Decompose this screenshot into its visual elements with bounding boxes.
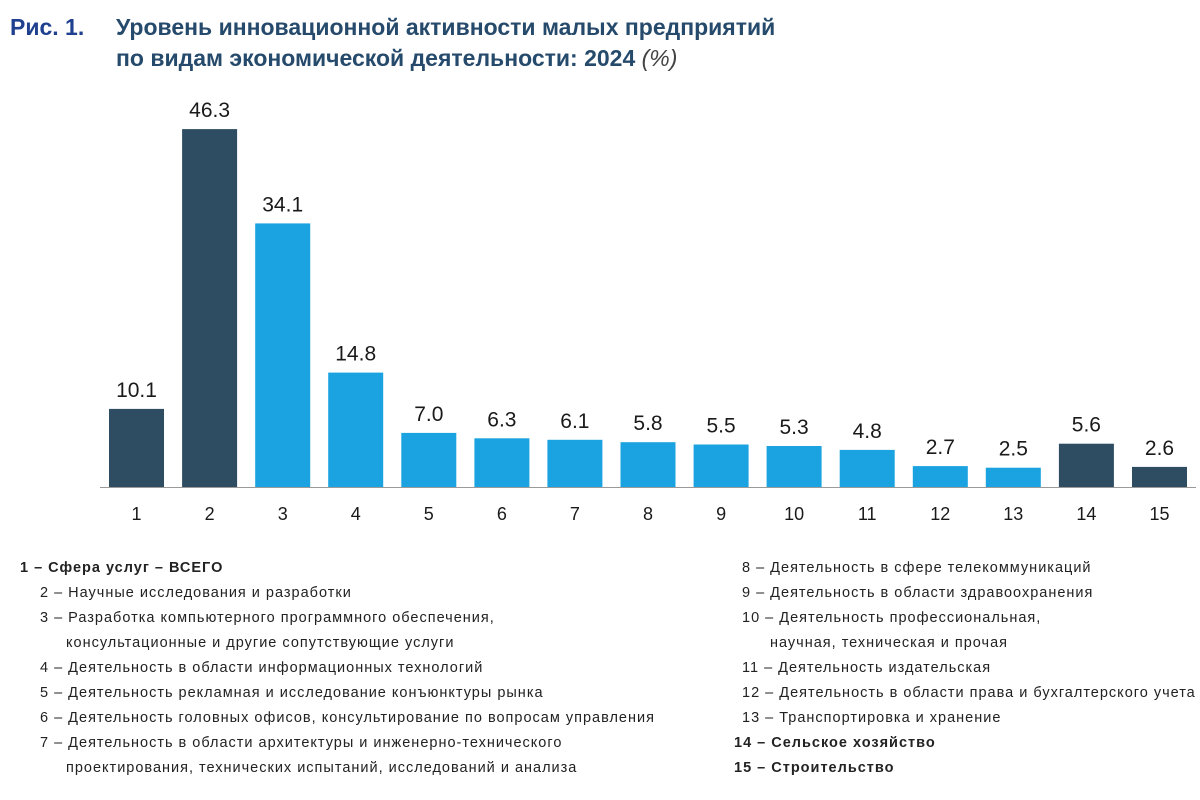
value-label-3: 34.1 (262, 193, 303, 216)
legend-item: 7 – Деятельность в области архитектуры и… (40, 735, 563, 751)
x-tick-label-13: 13 (1003, 504, 1023, 524)
legend-item: проектирования, технических испытаний, и… (66, 760, 578, 776)
x-tick-label-2: 2 (205, 504, 215, 524)
value-label-9: 5.5 (706, 415, 735, 438)
legend-right-column: 8 – Деятельность в сфере телекоммуникаци… (734, 556, 1196, 781)
x-tick-label-7: 7 (570, 504, 580, 524)
legend-item: 2 – Научные исследования и разработки (40, 585, 352, 601)
value-label-1: 10.1 (116, 379, 157, 402)
bar-11 (839, 449, 895, 487)
x-tick-label-15: 15 (1149, 504, 1169, 524)
bar-1 (109, 408, 164, 487)
x-tick-label-4: 4 (351, 504, 361, 524)
bar-10 (766, 446, 822, 487)
bar-4 (328, 372, 384, 487)
bar-14 (1058, 443, 1114, 487)
x-tick-label-14: 14 (1076, 504, 1096, 524)
bar-3 (255, 223, 311, 487)
legend-item: 5 – Деятельность рекламная и исследовани… (40, 685, 544, 701)
x-tick-label-8: 8 (643, 504, 653, 524)
title-line-2: по видам экономической деятельности: 202… (116, 45, 636, 71)
value-label-14: 5.6 (1072, 414, 1101, 437)
legend-item: 10 – Деятельность профессиональная, (742, 610, 1042, 626)
value-label-8: 5.8 (633, 412, 662, 435)
bar-9 (693, 444, 749, 487)
title-unit: (%) (641, 45, 678, 71)
x-tick-label-3: 3 (278, 504, 288, 524)
bar-13 (985, 467, 1041, 487)
x-tick-label-10: 10 (784, 504, 804, 524)
x-tick-label-11: 11 (858, 504, 877, 524)
legend-item: 1 – Сфера услуг – ВСЕГО (20, 560, 224, 576)
title-line-1: Уровень инновационной активности малых п… (116, 14, 776, 40)
bar-12 (912, 466, 968, 487)
value-label-5: 7.0 (414, 403, 443, 426)
bar-8 (620, 442, 676, 487)
value-label-7: 6.1 (560, 410, 589, 433)
x-tick-label-9: 9 (716, 504, 726, 524)
value-label-10: 5.3 (779, 416, 808, 439)
value-label-15: 2.6 (1145, 437, 1174, 460)
legend-item: 14 – Сельское хозяйство (734, 735, 936, 751)
x-tick-label-5: 5 (424, 504, 434, 524)
legend-item: 12 – Деятельность в области права и бухг… (742, 685, 1196, 701)
legend-item: 9 – Деятельность в области здравоохранен… (742, 585, 1094, 601)
bar-5 (401, 432, 457, 487)
legend-item: 8 – Деятельность в сфере телекоммуникаци… (742, 560, 1092, 576)
chart-title: Рис. 1. Уровень инновационной активности … (10, 12, 1110, 74)
legend-item: консультационные и другие сопутствующие … (66, 635, 455, 651)
legend-item: 4 – Деятельность в области информационны… (40, 660, 484, 676)
x-tick-label-6: 6 (497, 504, 507, 524)
legend-item: 3 – Разработка компьютерного программног… (40, 610, 495, 626)
legend-item: 15 – Строительство (734, 760, 895, 776)
figure-label: Рис. 1. (10, 14, 85, 40)
bar-7 (547, 439, 603, 487)
bar-15 (1132, 466, 1187, 487)
bar-2 (182, 129, 238, 487)
x-tick-label-1: 1 (131, 504, 141, 524)
legend-item: научная, техническая и прочая (770, 635, 1009, 651)
x-tick-label-12: 12 (930, 504, 950, 524)
value-label-11: 4.8 (853, 420, 882, 443)
legend-item: 11 – Деятельность издательская (742, 660, 992, 676)
bar-chart: 10.1 1 46.3 2 34.1 3 14.8 4 7.0 5 6.3 6 6.1 7 5.8 8 5.5 9… (100, 99, 1196, 524)
value-label-13: 2.5 (999, 438, 1028, 461)
value-label-12: 2.7 (926, 436, 955, 459)
value-label-2: 46.3 (189, 99, 230, 122)
legend-left-column: 1 – Сфера услуг – ВСЕГО 2 – Научные иссле… (20, 556, 655, 781)
legend-item: 13 – Транспортировка и хранение (742, 710, 1002, 726)
bar-6 (474, 438, 530, 487)
value-label-6: 6.3 (487, 408, 516, 431)
legend-item: 6 – Деятельность головных офисов, консул… (40, 710, 655, 726)
value-label-4: 14.8 (335, 343, 376, 366)
